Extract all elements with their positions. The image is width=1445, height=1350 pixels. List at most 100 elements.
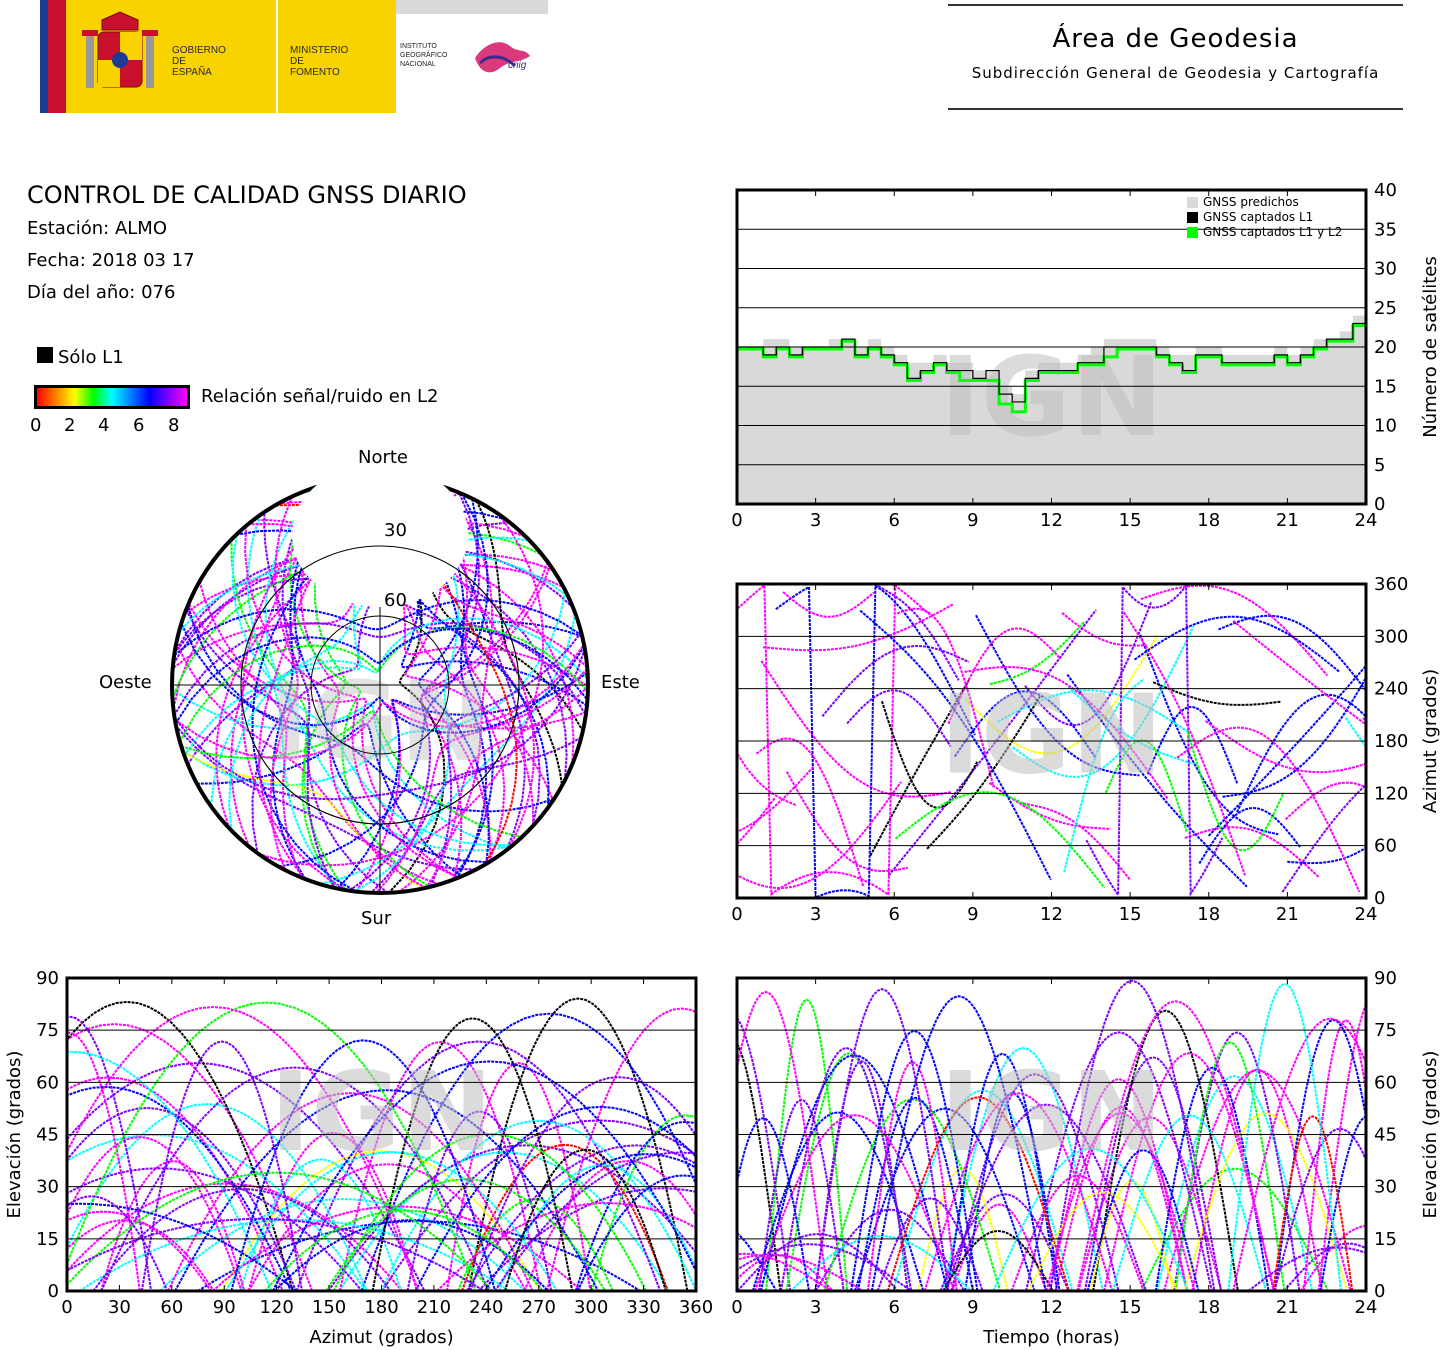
elevation-track (892, 1089, 1074, 1291)
institute-name: INSTITUTO GEOGRÁFICO NACIONAL (400, 43, 448, 68)
x-tick-label: 18 (1197, 510, 1220, 531)
sky-track (186, 604, 555, 813)
elevation-track (100, 1160, 246, 1291)
x-tick-label: 3 (810, 510, 821, 531)
elevation-track (1154, 1066, 1270, 1291)
elevation-track (946, 1052, 1058, 1291)
elevation-track (737, 1117, 810, 1291)
legend-label: GNSS captados L1 (1203, 210, 1313, 224)
sky-track (198, 581, 303, 878)
y-tick-label: 180 (1374, 731, 1408, 752)
x-tick-label: 150 (312, 1297, 346, 1318)
sky-track (258, 513, 545, 867)
y-tick-label: 15 (36, 1229, 59, 1250)
azimuth-track (1012, 625, 1195, 778)
y-tick-label: 25 (1374, 298, 1397, 319)
elevation-track (295, 1040, 662, 1291)
x-tick-label: 21 (1276, 1297, 1299, 1318)
elevation-track (1273, 1127, 1366, 1291)
elevation-track (876, 1197, 984, 1291)
area-subtitle: Subdirección General de Geodesia y Carto… (971, 64, 1380, 82)
legend-label: GNSS captados L1 y L2 (1203, 225, 1342, 239)
elevation-track (814, 1060, 909, 1291)
azimuth-track (1232, 620, 1366, 726)
sky-track (375, 668, 588, 893)
elevation-track (870, 995, 1047, 1291)
elevation-track (67, 1001, 477, 1291)
date-label: Fecha: 2018 03 17 (27, 250, 195, 271)
cnig-label: cnig (508, 60, 527, 71)
header-rule-top (948, 4, 1403, 6)
elevation-track (1045, 1112, 1196, 1291)
azimuth-track (737, 765, 815, 833)
sky-track (179, 626, 588, 743)
x-tick-label: 270 (522, 1297, 556, 1318)
sky-track (174, 643, 585, 759)
sky-track (275, 503, 518, 866)
snr-tick-6: 6 (133, 415, 145, 436)
elevation-azimuth-tracks (67, 997, 696, 1291)
elevation-track (923, 1092, 1114, 1291)
x-tick-label: 240 (469, 1297, 503, 1318)
doy-label: Día del año: 076 (27, 282, 176, 303)
elevation-track (504, 1148, 667, 1291)
azimuth-track (1139, 634, 1279, 836)
azimuth-track (964, 634, 1159, 755)
elevation-track (1156, 1075, 1314, 1291)
area-title: Área de Geodesia (1052, 24, 1299, 54)
azimuth-track (1146, 706, 1239, 785)
x-tick-label: 210 (417, 1297, 451, 1318)
azimuth-track (1063, 678, 1145, 873)
azimuth-track (782, 591, 875, 618)
legend-swatch (1187, 227, 1198, 238)
sky-track (419, 565, 552, 880)
azimuth-track (880, 700, 979, 809)
ring-label-60: 60 (384, 590, 407, 611)
azimuth-track (989, 620, 1086, 686)
elevation-track (332, 1132, 647, 1291)
x-tick-label: 300 (574, 1297, 608, 1318)
east-label: Este (601, 672, 640, 693)
elevation-track (737, 1243, 912, 1291)
elevation-track (67, 1210, 212, 1291)
y-tick-label: 45 (1374, 1125, 1397, 1146)
azimuth-track (1205, 720, 1366, 774)
elevation-track (67, 1136, 243, 1291)
elevation-track (230, 1039, 496, 1291)
elevation-track (1283, 1242, 1366, 1291)
elevation-track (886, 1096, 1070, 1291)
x-tick-label: 6 (889, 904, 900, 925)
y-tick-label: 90 (36, 968, 59, 989)
elevation-track (67, 1106, 297, 1291)
y-tick-label: 300 (1374, 626, 1408, 647)
elevation-track (737, 1233, 899, 1291)
elevation-track (380, 1119, 696, 1291)
x-tick-label: 24 (1355, 904, 1378, 925)
elevation-track (174, 1089, 600, 1291)
gov-name: GOBIERNO DE ESPAÑA (172, 45, 226, 78)
ign-watermark: IGN (270, 1048, 493, 1176)
elevation-track (67, 1050, 273, 1291)
azimuth-track (859, 609, 1052, 881)
y-axis-label: Elevación (grados) (4, 1051, 25, 1219)
elevation-track (140, 1040, 303, 1291)
elevation-track (325, 1178, 607, 1291)
azimuth-track (821, 644, 970, 718)
elevation-track (1027, 1191, 1179, 1291)
series-l1 (737, 322, 1367, 403)
sky-track (355, 698, 587, 893)
station-label: Estación: ALMO (27, 218, 167, 239)
elevation-track (523, 1159, 696, 1291)
elevation-track (414, 1105, 696, 1291)
l1-only-label: Sólo L1 (58, 347, 124, 368)
sky-track (186, 512, 301, 766)
sky-track (293, 477, 489, 864)
y-tick-label: 90 (1374, 968, 1397, 989)
y-tick-label: 60 (1374, 836, 1397, 857)
ring-label-30: 30 (384, 520, 407, 541)
elevation-track (220, 1149, 541, 1291)
header-rule-bottom (948, 108, 1403, 110)
snr-tick-0: 0 (30, 415, 42, 436)
elevation-track (272, 1060, 696, 1291)
azimuth-track (1218, 614, 1366, 693)
